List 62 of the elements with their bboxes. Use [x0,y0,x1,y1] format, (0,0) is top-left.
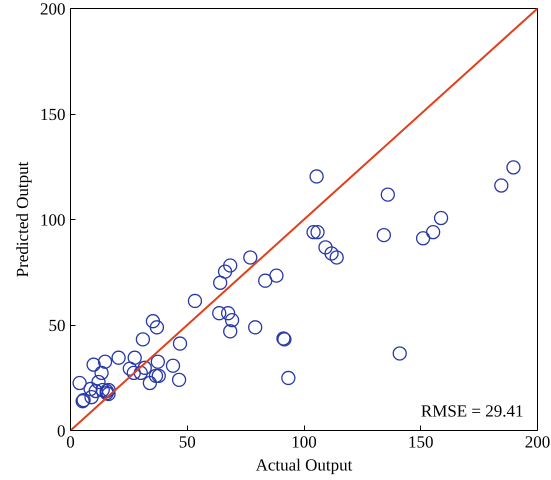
point [212,306,226,320]
annotation: RMSE = 29.41 [420,402,524,420]
point [88,384,103,398]
point [248,320,262,334]
point [416,231,430,246]
point [111,350,126,365]
point [96,382,110,398]
point [220,306,236,320]
point [98,354,112,369]
x-tick-label: 200 [524,432,550,452]
point [83,382,98,396]
point [166,358,180,373]
x-axis-title: Actual Output [256,456,353,474]
y-tick-label: 150 [40,105,66,124]
point [218,264,232,279]
point [426,225,440,240]
point [150,320,164,334]
point [494,178,508,193]
point [324,246,339,261]
point [152,368,166,383]
point [224,313,240,328]
point [172,372,186,387]
y-tick-label: 50 [48,316,66,335]
point [506,160,521,175]
x-tick-label: 150 [408,432,434,452]
point [136,332,150,346]
point [306,225,321,240]
point [84,390,99,404]
point [150,354,165,369]
point [134,366,148,380]
point [281,370,296,386]
point [309,169,324,184]
point [223,324,238,338]
point [376,228,392,242]
point [128,350,142,365]
y-tick-label: 100 [40,210,66,230]
point [258,274,272,288]
point [243,250,258,265]
point [91,374,106,390]
point [188,294,202,308]
point [142,376,158,390]
point [269,268,284,283]
point [86,358,101,372]
point [318,240,333,254]
point [213,276,228,290]
point [146,314,160,328]
point [392,346,407,361]
x-tick-label: 50 [178,432,196,452]
point [172,336,188,351]
point [126,366,141,380]
point [148,368,164,383]
y-axis-title: Predicted Output [13,161,32,278]
y-tick-label: 200 [40,0,66,18]
point [380,187,395,202]
point [72,376,87,390]
x-tick-label: 100 [291,432,317,452]
point [223,258,238,273]
point [138,360,152,375]
point [310,225,325,240]
point [330,250,344,265]
point [94,366,109,380]
point [434,210,448,226]
